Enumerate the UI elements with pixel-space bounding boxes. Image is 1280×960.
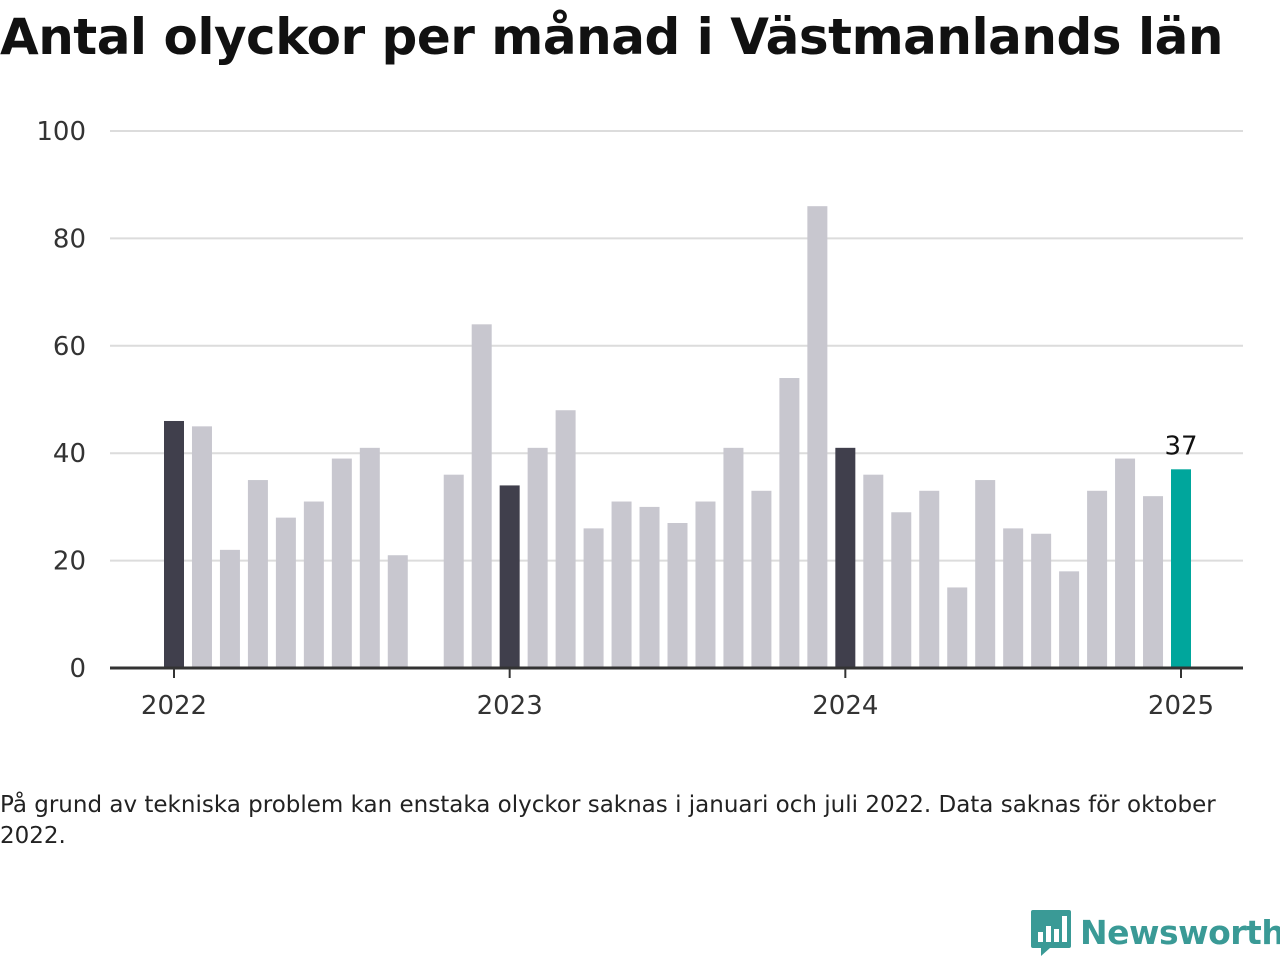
bar [1087, 490, 1108, 668]
bar [1171, 469, 1191, 668]
bars [164, 206, 1191, 668]
y-tick-label: 40 [53, 439, 86, 469]
x-tick-label: 2025 [1148, 691, 1214, 721]
y-tick-label: 60 [53, 332, 86, 362]
chart-title: Antal olyckor per månad i Västmanlands l… [0, 8, 1223, 66]
bar [331, 458, 352, 668]
footnote: På grund av tekniska problem kan enstaka… [0, 792, 1216, 849]
newsworthy-logo-icon [1031, 910, 1071, 956]
bar [667, 523, 688, 668]
y-tick-label: 80 [53, 224, 86, 254]
gridlines [110, 130, 1243, 562]
bar [919, 490, 940, 668]
x-axis-ticks: 2022 2023 2024 2025 [141, 668, 1214, 721]
bar [219, 549, 240, 668]
newsworthy-logo[interactable]: Newsworthy [1030, 908, 1280, 956]
bar [247, 480, 268, 668]
x-tick-label: 2022 [141, 691, 207, 721]
bar [891, 512, 912, 668]
bar [975, 480, 996, 668]
bar [1115, 458, 1136, 668]
bar [835, 447, 856, 668]
y-tick-label: 100 [36, 117, 86, 147]
bar [583, 528, 604, 668]
bar [527, 447, 548, 668]
bar [1031, 533, 1052, 668]
bar [275, 517, 296, 668]
bar [164, 420, 184, 668]
bar [751, 490, 772, 668]
logo-text: Newsworthy [1080, 912, 1280, 952]
bar [611, 501, 632, 668]
bar [723, 447, 744, 668]
y-axis-ticks: 0 20 40 60 80 100 [36, 117, 86, 684]
bar [863, 474, 884, 668]
bar [471, 324, 492, 668]
bar [303, 501, 324, 668]
bar [191, 426, 212, 668]
y-tick-label: 20 [53, 547, 86, 577]
x-tick-label: 2024 [812, 691, 878, 721]
bar [779, 378, 800, 668]
bar [695, 501, 716, 668]
bar [387, 555, 408, 668]
bar [555, 410, 576, 668]
bar [947, 587, 968, 668]
bar [639, 506, 660, 668]
data-labels: 37 [1164, 431, 1197, 461]
data-label: 37 [1164, 431, 1197, 461]
x-tick-label: 2023 [477, 691, 543, 721]
y-tick-label: 0 [69, 654, 86, 684]
bar [499, 485, 520, 668]
bar [1143, 496, 1164, 668]
bar [443, 474, 464, 668]
bar [807, 206, 828, 668]
bar [1059, 571, 1080, 668]
bar [1003, 528, 1024, 668]
bar [359, 447, 380, 668]
bar-chart: 0 20 40 60 80 100 2022 2023 2024 2025 37 [36, 117, 1243, 721]
